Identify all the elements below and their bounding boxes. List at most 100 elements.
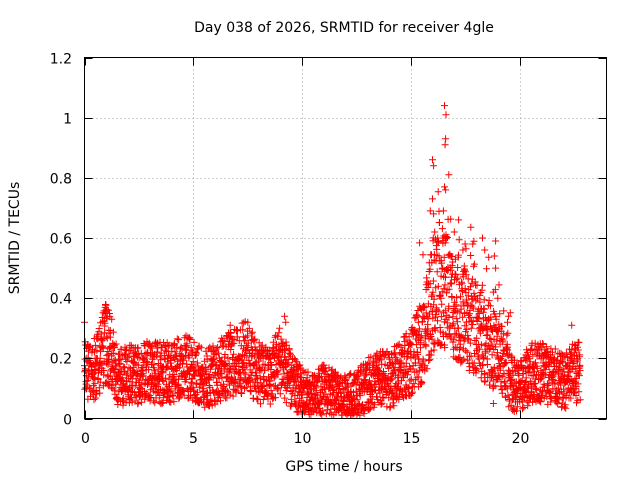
y-tick-label: 1 (63, 112, 72, 128)
data-point (512, 393, 520, 401)
data-point (221, 361, 228, 369)
data-point (436, 219, 443, 226)
data-point (93, 390, 101, 398)
data-point (373, 349, 381, 357)
data-point (415, 325, 423, 333)
data-point (495, 372, 503, 379)
data-point (423, 278, 431, 286)
data-point (421, 303, 429, 311)
data-point (417, 344, 424, 352)
data-point (203, 355, 211, 363)
data-point (276, 390, 284, 398)
data-point (414, 318, 422, 326)
data-point (576, 367, 584, 375)
data-point (226, 321, 234, 329)
data-point (480, 305, 488, 313)
data-point (152, 394, 160, 402)
data-point (479, 353, 487, 361)
data-point (480, 354, 488, 362)
data-point (422, 309, 430, 317)
data-point (248, 328, 256, 336)
data-point (240, 319, 248, 327)
data-point (499, 336, 507, 344)
data-point (281, 347, 289, 355)
data-point (413, 341, 421, 349)
data-point (96, 378, 104, 386)
data-point (116, 356, 124, 364)
data-point (404, 371, 411, 379)
data-point (442, 273, 449, 281)
data-point (533, 371, 540, 379)
data-point (461, 285, 469, 293)
data-point (466, 313, 474, 321)
data-point (202, 364, 210, 372)
data-point (555, 396, 563, 404)
y-tick-label: 1.2 (50, 52, 72, 68)
data-point (454, 324, 462, 332)
x-tick-label: 5 (189, 431, 198, 447)
data-point (485, 297, 493, 305)
data-point (385, 355, 393, 363)
data-point (470, 237, 478, 245)
data-point (224, 354, 232, 362)
data-point (420, 302, 428, 310)
data-point (442, 135, 450, 143)
data-point (247, 330, 255, 338)
data-point (322, 410, 330, 418)
data-point (332, 395, 340, 403)
data-point (332, 368, 339, 376)
data-point (488, 351, 496, 359)
data-point (499, 330, 507, 338)
data-point (237, 382, 245, 390)
data-point (230, 350, 238, 358)
data-point (413, 311, 420, 319)
data-point (377, 353, 385, 361)
data-point (96, 389, 104, 397)
data-point (274, 386, 282, 394)
data-point (519, 398, 527, 406)
data-point (520, 404, 528, 411)
data-point (247, 388, 255, 396)
data-point (441, 141, 449, 149)
data-point (445, 314, 453, 321)
data-point (543, 347, 551, 355)
data-point (456, 309, 464, 317)
data-point (492, 315, 500, 323)
data-point (332, 378, 340, 386)
data-point (315, 404, 323, 412)
data-point (395, 395, 403, 403)
data-point (438, 300, 446, 308)
data-point (455, 251, 462, 259)
data-point (288, 400, 296, 408)
data-point (389, 388, 397, 396)
data-point (375, 367, 382, 374)
data-point (104, 373, 112, 381)
data-point (519, 405, 526, 413)
data-point (376, 389, 384, 397)
data-point (495, 373, 503, 381)
data-point (244, 332, 252, 340)
data-point (179, 387, 187, 395)
data-point (103, 359, 110, 367)
data-point (110, 357, 118, 365)
data-point (162, 362, 170, 370)
data-point (216, 357, 224, 364)
data-point (529, 391, 537, 398)
data-point (90, 374, 98, 382)
data-point (281, 312, 289, 320)
data-point (524, 348, 531, 356)
data-point (153, 348, 161, 356)
data-point (380, 352, 388, 360)
data-point (521, 388, 529, 396)
data-point (505, 312, 513, 320)
data-point (432, 311, 440, 319)
y-tick-label: 0.2 (50, 352, 72, 368)
y-tick-label: 0.8 (50, 172, 72, 188)
data-point (426, 265, 434, 273)
data-point (485, 253, 493, 261)
data-point (556, 388, 563, 396)
x-tick-label: 15 (403, 431, 421, 447)
data-point (494, 349, 501, 357)
data-point (180, 391, 188, 399)
data-point (121, 368, 129, 376)
